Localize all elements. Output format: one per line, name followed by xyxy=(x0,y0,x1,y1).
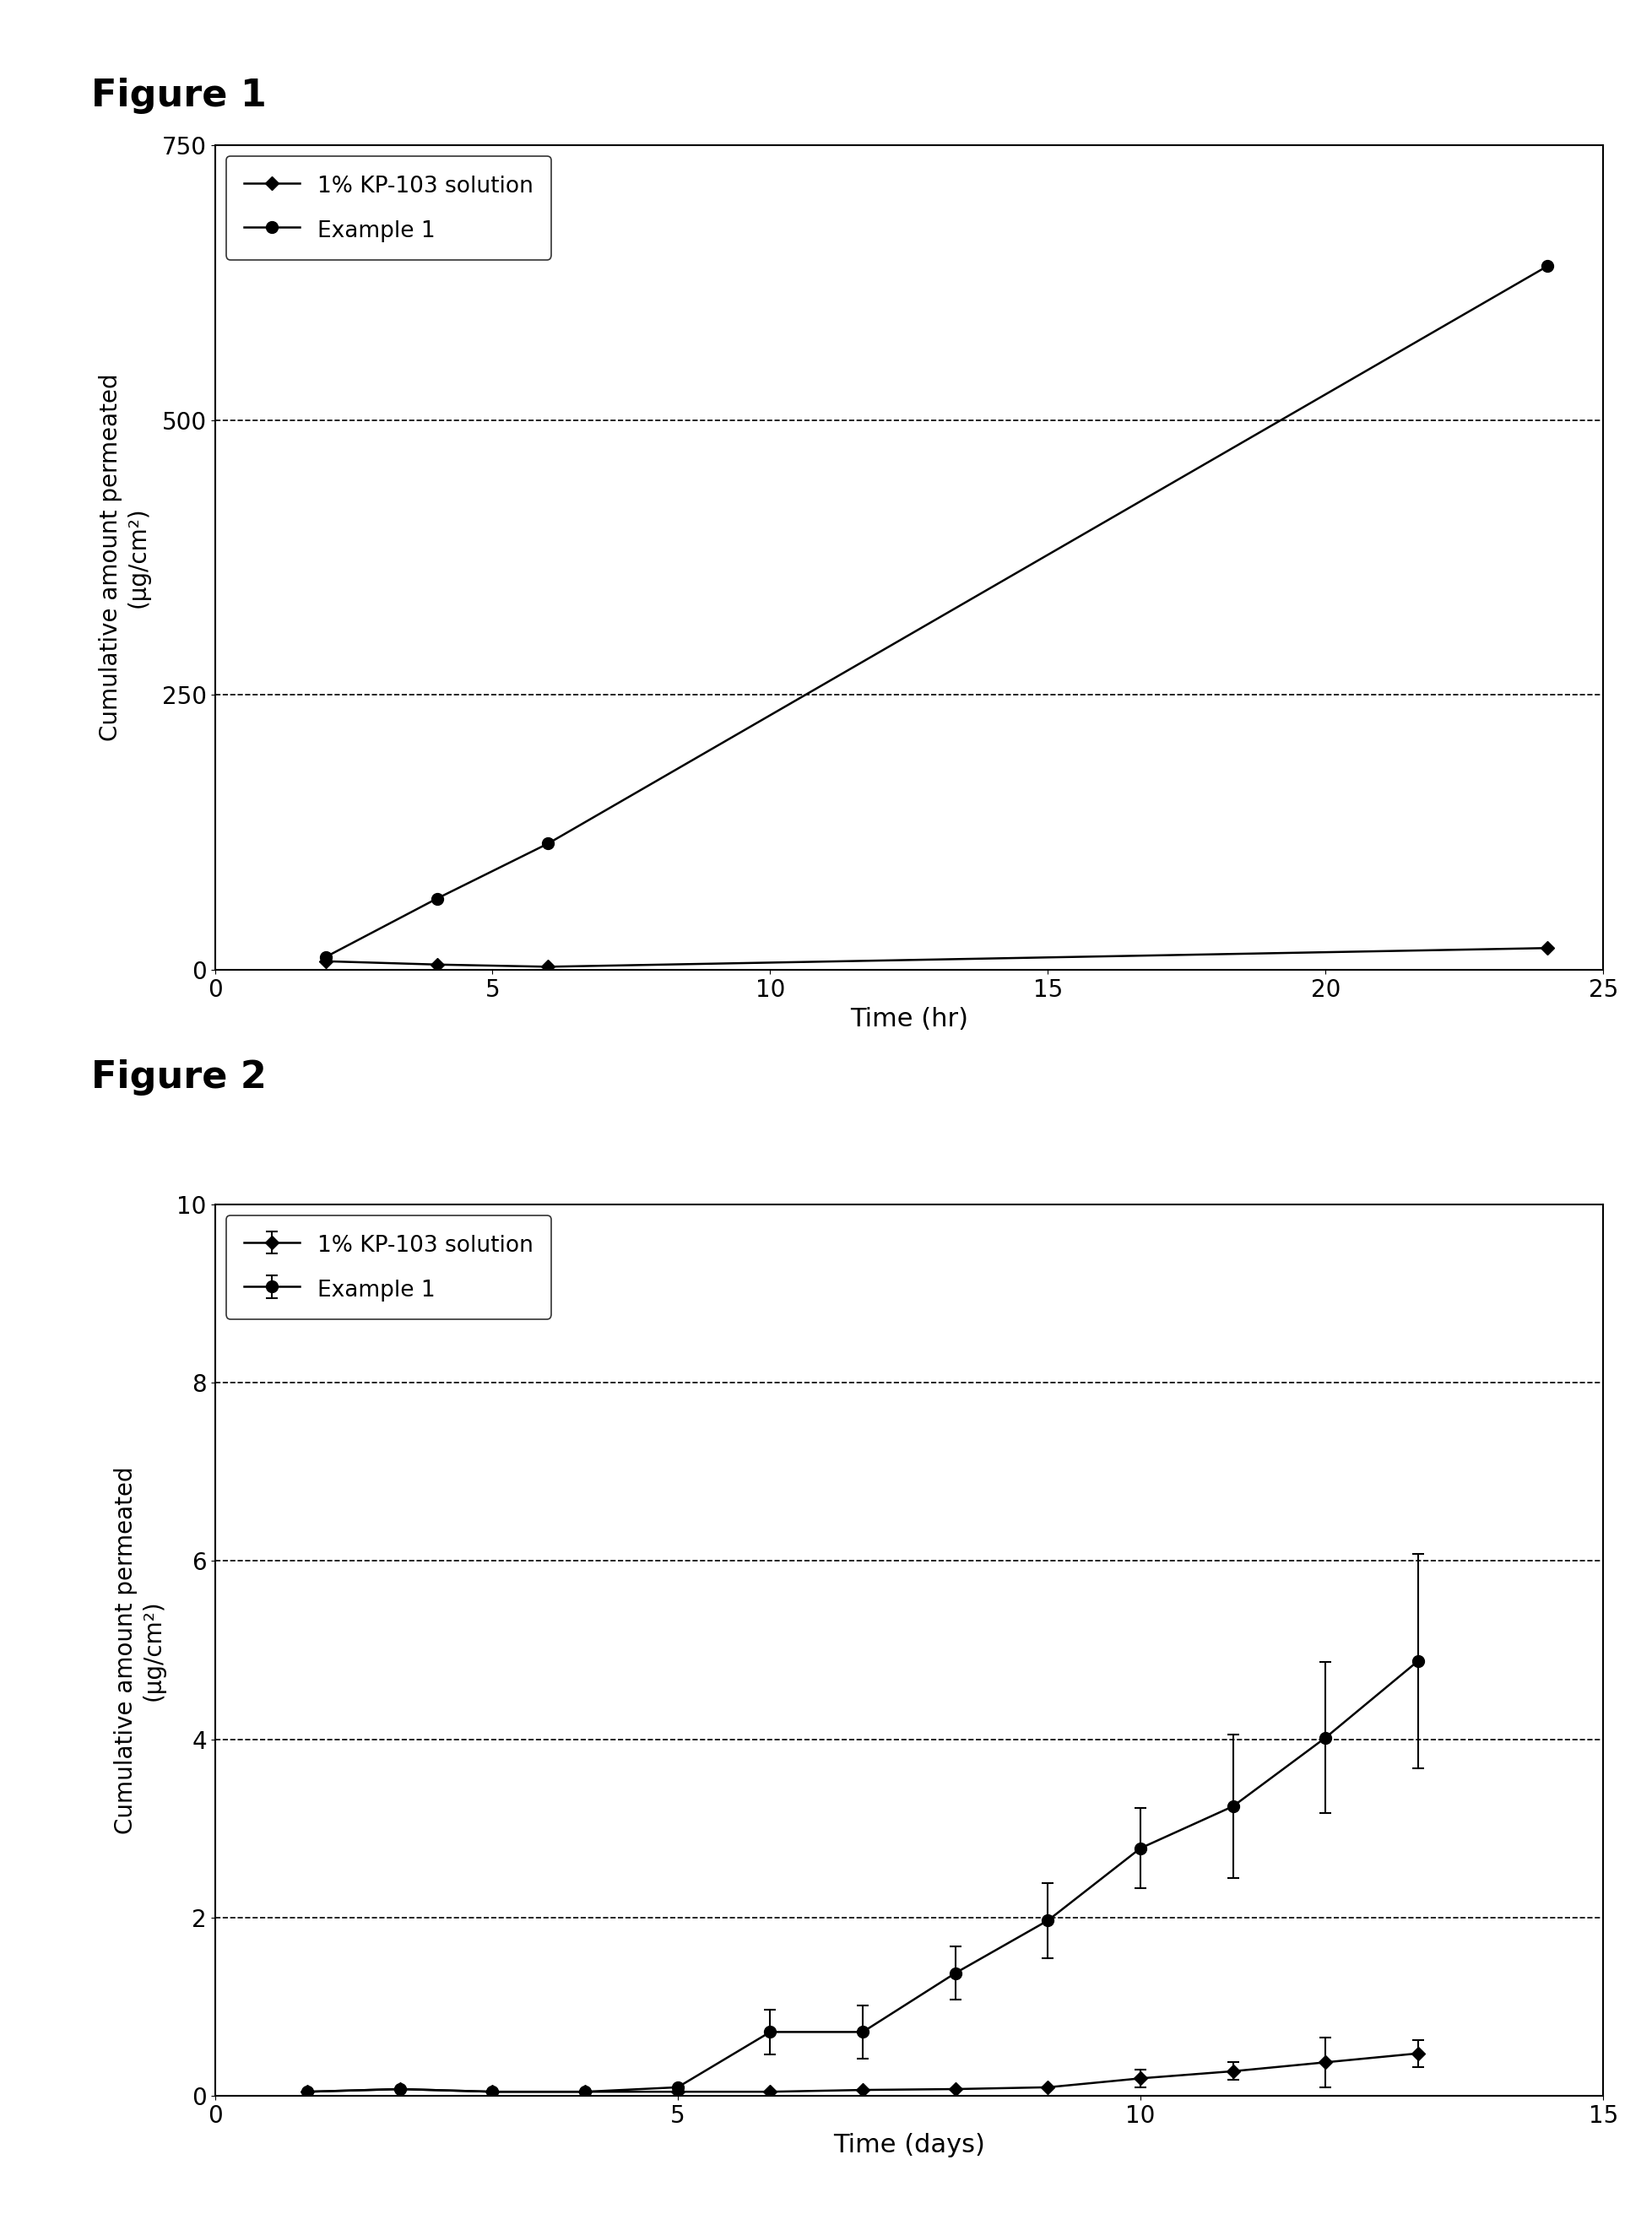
Legend: 1% KP-103 solution, Example 1: 1% KP-103 solution, Example 1 xyxy=(226,1215,550,1318)
Y-axis label: Cumulative amount permeated
(μg/cm²): Cumulative amount permeated (μg/cm²) xyxy=(99,375,150,740)
Example 1 xyxy=(426,885,446,912)
1% KP-103 solution xyxy=(1536,934,1556,961)
Line: Example 1: Example 1 xyxy=(320,261,1553,963)
1% KP-103 solution xyxy=(426,952,446,979)
1% KP-103 solution xyxy=(316,948,335,975)
Text: Figure 1: Figure 1 xyxy=(91,78,266,114)
Example 1 xyxy=(1536,252,1556,279)
Legend: 1% KP-103 solution, Example 1: 1% KP-103 solution, Example 1 xyxy=(226,156,550,259)
X-axis label: Time (days): Time (days) xyxy=(833,2132,985,2156)
Text: Figure 2: Figure 2 xyxy=(91,1059,266,1095)
X-axis label: Time (hr): Time (hr) xyxy=(849,1006,968,1030)
Example 1 xyxy=(539,830,558,856)
1% KP-103 solution xyxy=(539,954,558,981)
Example 1 xyxy=(316,943,335,970)
Y-axis label: Cumulative amount permeated
(μg/cm²): Cumulative amount permeated (μg/cm²) xyxy=(114,1467,165,1833)
Line: 1% KP-103 solution: 1% KP-103 solution xyxy=(320,943,1551,972)
